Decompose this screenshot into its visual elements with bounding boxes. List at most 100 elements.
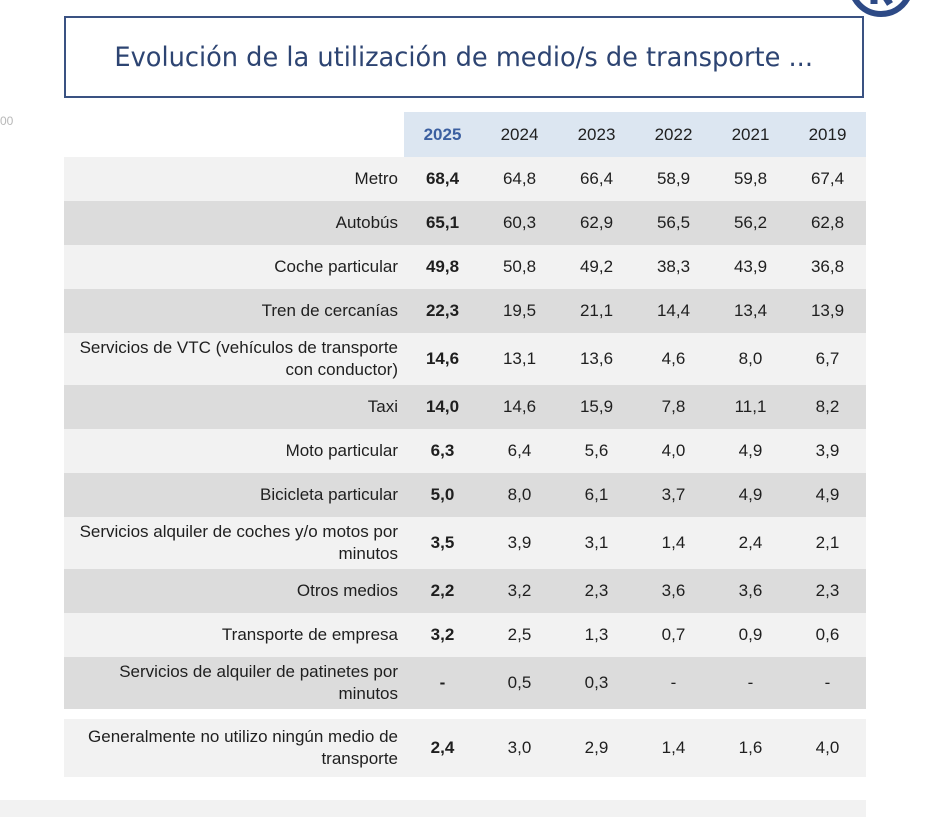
row-gap-cell — [64, 709, 866, 719]
table-row: Transporte de empresa 3,2 2,5 1,3 0,7 0,9 0,6 — [64, 613, 866, 657]
cell-value: 59,8 — [712, 157, 789, 201]
cell-value: 6,7 — [789, 333, 866, 385]
row-label: Generalmente no utilizo ningún medio de … — [64, 719, 404, 777]
cell-value: 0,5 — [481, 657, 558, 709]
cell-value: 49,2 — [558, 245, 635, 289]
cell-value: 13,6 — [558, 333, 635, 385]
cell-value: 2,1 — [789, 517, 866, 569]
cell-value: 2,5 — [481, 613, 558, 657]
row-label: Servicios de alquiler de patinetes por m… — [64, 657, 404, 709]
title-box: Evolución de la utilización de medio/s d… — [64, 16, 864, 98]
cell-value: 62,9 — [558, 201, 635, 245]
cell-value: 5,0 — [404, 473, 481, 517]
cell-value: 62,8 — [789, 201, 866, 245]
row-label: Coche particular — [64, 245, 404, 289]
cell-value: 2,9 — [558, 719, 635, 777]
table-row: Moto particular 6,3 6,4 5,6 4,0 4,9 3,9 — [64, 429, 866, 473]
cell-value: 56,2 — [712, 201, 789, 245]
cell-value: 0,9 — [712, 613, 789, 657]
header-year: 2023 — [558, 112, 635, 157]
cell-value: 0,7 — [635, 613, 712, 657]
cell-value: 13,4 — [712, 289, 789, 333]
cell-value: 2,3 — [558, 569, 635, 613]
table-row: Bicicleta particular 5,0 8,0 6,1 3,7 4,9 4,9 — [64, 473, 866, 517]
cell-value: 14,6 — [404, 333, 481, 385]
row-label: Otros medios — [64, 569, 404, 613]
table-row: Servicios de VTC (vehículos de transport… — [64, 333, 866, 385]
cell-value: 56,5 — [635, 201, 712, 245]
row-label: Autobús — [64, 201, 404, 245]
cell-value: 4,9 — [789, 473, 866, 517]
cell-value: 67,4 — [789, 157, 866, 201]
transport-table: 2025 2024 2023 2022 2021 2019 Metro 68,4 6… — [64, 112, 866, 777]
table-row: Otros medios 2,2 3,2 2,3 3,6 3,6 2,3 — [64, 569, 866, 613]
cell-value: 1,6 — [712, 719, 789, 777]
cell-value: 0,3 — [558, 657, 635, 709]
cell-value: 3,1 — [558, 517, 635, 569]
cell-value: 6,1 — [558, 473, 635, 517]
table-row: Tren de cercanías 22,3 19,5 21,1 14,4 13,4 13,… — [64, 289, 866, 333]
side-mark: 00 — [0, 114, 14, 128]
cell-value: - — [635, 657, 712, 709]
header-blank — [64, 112, 404, 157]
cell-value: 14,4 — [635, 289, 712, 333]
row-gap — [64, 709, 866, 719]
header-year: 2021 — [712, 112, 789, 157]
cell-value: 3,9 — [789, 429, 866, 473]
cell-value: 3,6 — [635, 569, 712, 613]
cell-value: 66,4 — [558, 157, 635, 201]
cell-value: 8,0 — [481, 473, 558, 517]
cell-value: 3,0 — [481, 719, 558, 777]
cell-value: 38,3 — [635, 245, 712, 289]
cell-value: 2,2 — [404, 569, 481, 613]
cell-value: 4,0 — [789, 719, 866, 777]
cell-value: 2,3 — [789, 569, 866, 613]
cell-value: - — [404, 657, 481, 709]
cell-value: 6,4 — [481, 429, 558, 473]
cell-value: 4,9 — [712, 473, 789, 517]
cell-value: 43,9 — [712, 245, 789, 289]
cell-value: 3,2 — [481, 569, 558, 613]
cell-value: 4,9 — [712, 429, 789, 473]
cell-value: 64,8 — [481, 157, 558, 201]
cell-value: 3,6 — [712, 569, 789, 613]
cell-value: 60,3 — [481, 201, 558, 245]
cell-value: - — [789, 657, 866, 709]
cell-value: 8,2 — [789, 385, 866, 429]
row-label: Taxi — [64, 385, 404, 429]
cell-value: 3,2 — [404, 613, 481, 657]
row-label: Transporte de empresa — [64, 613, 404, 657]
cell-value: 13,1 — [481, 333, 558, 385]
page-title: Evolución de la utilización de medio/s d… — [114, 41, 814, 73]
row-label: Metro — [64, 157, 404, 201]
cell-value: 2,4 — [404, 719, 481, 777]
cell-value: - — [712, 657, 789, 709]
cell-value: 4,6 — [635, 333, 712, 385]
cell-value: 21,1 — [558, 289, 635, 333]
cell-value: 58,9 — [635, 157, 712, 201]
table-row: Autobús 65,1 60,3 62,9 56,5 56,2 62,8 — [64, 201, 866, 245]
cell-value: 8,0 — [712, 333, 789, 385]
cell-value: 5,6 — [558, 429, 635, 473]
cell-value: 68,4 — [404, 157, 481, 201]
cell-value: 0,6 — [789, 613, 866, 657]
table-row: Generalmente no utilizo ningún medio de … — [64, 719, 866, 777]
cell-value: 3,9 — [481, 517, 558, 569]
cell-value: 19,5 — [481, 289, 558, 333]
cell-value: 11,1 — [712, 385, 789, 429]
table-row: Taxi 14,0 14,6 15,9 7,8 11,1 8,2 — [64, 385, 866, 429]
cell-value: 1,4 — [635, 517, 712, 569]
cell-value: 1,4 — [635, 719, 712, 777]
cell-value: 22,3 — [404, 289, 481, 333]
row-label: Moto particular — [64, 429, 404, 473]
cell-value: 36,8 — [789, 245, 866, 289]
table-row: Coche particular 49,8 50,8 49,2 38,3 43,9 36,8 — [64, 245, 866, 289]
cell-value: 13,9 — [789, 289, 866, 333]
cell-value: 3,5 — [404, 517, 481, 569]
row-label: Servicios alquiler de coches y/o motos p… — [64, 517, 404, 569]
cell-value: 4,0 — [635, 429, 712, 473]
cell-value: 14,6 — [481, 385, 558, 429]
cell-value: 15,9 — [558, 385, 635, 429]
cell-value: 14,0 — [404, 385, 481, 429]
header-year: 2025 — [404, 112, 481, 157]
